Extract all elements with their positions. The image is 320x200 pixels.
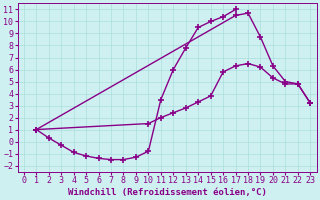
X-axis label: Windchill (Refroidissement éolien,°C): Windchill (Refroidissement éolien,°C) (68, 188, 267, 197)
